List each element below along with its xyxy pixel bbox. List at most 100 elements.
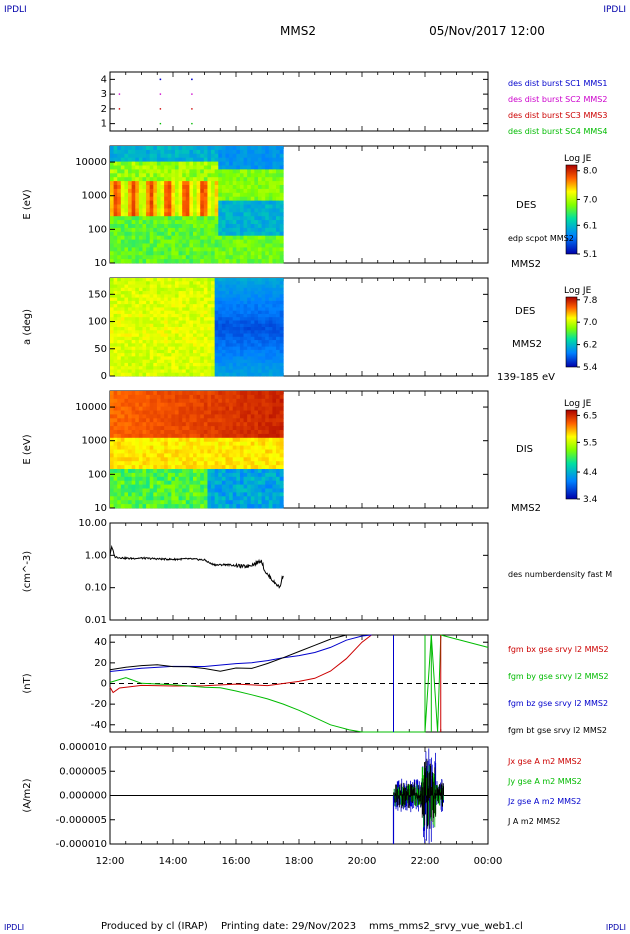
availability-point: [118, 108, 121, 110]
spectrogram-cell: [193, 426, 198, 431]
spectrogram-cell: [174, 492, 179, 497]
spectrogram-cell: [160, 457, 165, 462]
spectrogram-cell: [239, 294, 244, 298]
spectrogram-cell: [117, 336, 122, 341]
spectrogram-cell: [128, 476, 133, 482]
y-tick-label: -20: [91, 699, 107, 710]
spectrogram-cell: [146, 200, 151, 205]
spectrogram-cell: [160, 204, 165, 209]
spectrogram-cell: [193, 243, 198, 248]
spectrogram-cell: [193, 343, 198, 347]
spectrogram-cell: [174, 469, 179, 474]
spectrogram-cell: [247, 177, 252, 182]
spectrogram-cell: [146, 437, 151, 443]
spectrogram-cell: [221, 153, 226, 159]
spectrogram-cell: [189, 353, 194, 357]
spectrogram-cell: [254, 323, 259, 328]
spectrogram-cell: [225, 484, 230, 489]
spectrogram-cell: [120, 441, 125, 446]
spectrogram-cell: [239, 453, 244, 458]
spectrogram-cell: [124, 169, 129, 174]
spectrogram-cell: [160, 304, 165, 308]
spectrogram-cell: [232, 181, 237, 186]
spectrogram-cell: [236, 340, 241, 344]
spectrogram-cell: [142, 391, 147, 396]
spectrogram-cell: [131, 294, 136, 298]
spectrogram-cell: [196, 297, 201, 302]
spectrogram-cell: [189, 333, 194, 338]
spectrogram-cell: [200, 161, 205, 166]
spectrogram-cell: [254, 281, 259, 285]
spectrogram-cell: [167, 398, 172, 404]
spectrogram-cell: [257, 441, 262, 446]
spectrogram-cell: [149, 433, 154, 439]
spectrogram-cell: [225, 362, 230, 367]
spectrogram-cell: [142, 239, 147, 244]
spectrogram-cell: [117, 173, 122, 178]
spectrogram-cell: [124, 336, 129, 341]
spectrogram-cell: [120, 307, 125, 312]
spectrogram-cell: [135, 239, 140, 244]
spectrogram-cell: [272, 281, 277, 285]
spectrogram-cell: [243, 247, 248, 252]
spectrogram-cell: [185, 437, 190, 443]
spectrogram-cell: [200, 426, 205, 431]
spectrogram-cell: [189, 410, 194, 415]
spectrogram-cell: [203, 453, 208, 458]
spectrogram-cell: [239, 445, 244, 450]
spectrogram-cell: [113, 310, 118, 315]
spectrogram-cell: [120, 402, 125, 407]
spectrogram-cell: [196, 239, 201, 244]
spectrogram-cell: [185, 181, 190, 186]
spectrogram-cell: [254, 391, 259, 396]
spectrogram-cell: [218, 449, 223, 454]
spectrogram-cell: [182, 445, 187, 450]
spectrogram-cell: [128, 340, 133, 344]
spectrogram-cell: [196, 336, 201, 341]
spectrogram-cell: [276, 496, 281, 501]
spectrogram-cell: [110, 330, 115, 334]
spectrogram-cell: [113, 398, 118, 404]
spectrogram-cell: [164, 177, 169, 182]
spectrogram-cell: [171, 169, 176, 174]
spectrogram-cell: [257, 243, 262, 248]
spectrogram-cell: [131, 488, 136, 493]
spectrogram-cell: [207, 196, 212, 201]
spectrogram-cell: [261, 185, 266, 190]
spectrogram-cell: [167, 362, 172, 367]
spectrogram-cell: [156, 239, 161, 244]
spectrogram-cell: [193, 181, 198, 186]
spectrogram-cell: [196, 500, 201, 505]
spectrogram-cell: [160, 310, 165, 315]
spectrogram-cell: [254, 224, 259, 229]
spectrogram-cell: [120, 181, 125, 186]
spectrogram-cell: [243, 410, 248, 415]
spectrogram-cell: [160, 208, 165, 213]
spectrogram-cell: [153, 196, 158, 201]
spectrogram-cell: [232, 212, 237, 217]
spectrogram-cell: [276, 406, 281, 411]
spectrogram-cell: [250, 372, 255, 377]
spectrogram-cell: [156, 441, 161, 446]
spectrogram-cell: [117, 165, 122, 170]
spectrogram-cell: [142, 304, 147, 308]
spectrogram-cell: [149, 346, 154, 351]
spectrogram-cell: [110, 414, 115, 419]
field-line: [109, 634, 372, 694]
spectrogram-cell: [160, 469, 165, 474]
spectrogram-cell: [247, 239, 252, 244]
spectrogram-cell: [156, 204, 161, 209]
spectrogram-cell: [124, 313, 129, 318]
spectrogram-cell: [261, 366, 266, 370]
spectrogram-cell: [229, 394, 234, 400]
spectrogram-cell: [131, 320, 136, 325]
spectrogram-cell: [239, 204, 244, 209]
spectrogram-cell: [203, 220, 208, 225]
spectrogram-cell: [171, 161, 176, 166]
spectrogram-cell: [236, 362, 241, 367]
spectrogram-cell: [261, 414, 266, 419]
spectrogram-cell: [124, 445, 129, 450]
spectrogram-cell: [110, 278, 115, 282]
spectrogram-cell: [146, 146, 151, 151]
spectrogram-cell: [120, 437, 125, 443]
